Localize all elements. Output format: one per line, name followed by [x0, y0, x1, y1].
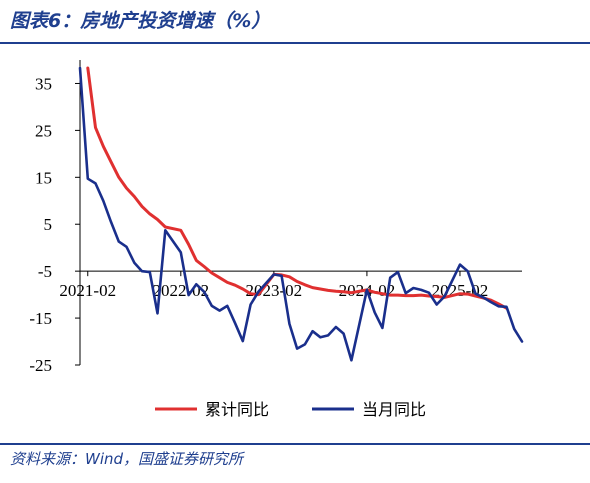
- series-line-monthly: [78, 66, 524, 362]
- y-tick-label: -5: [38, 262, 52, 281]
- footer-divider: [0, 443, 590, 445]
- y-tick-label: -15: [29, 309, 52, 328]
- y-tick-label: -25: [29, 356, 52, 375]
- y-tick-label: 25: [35, 121, 52, 140]
- figure-title: 图表6：房地产投资增速（%）: [10, 10, 271, 32]
- source-note: 资料来源：Wind，国盛证券研究所: [10, 450, 244, 468]
- x-tick-label: 2021-02: [59, 281, 116, 300]
- y-tick-label: 15: [35, 168, 52, 187]
- legend: 累计同比 当月同比: [155, 400, 426, 419]
- legend-label-monthly: 当月同比: [362, 400, 426, 419]
- y-tick-label: 35: [35, 74, 52, 93]
- legend-label-cumulative: 累计同比: [205, 400, 269, 419]
- x-tick-label: 2023-02: [246, 281, 303, 300]
- y-tick-label: 5: [44, 215, 53, 234]
- title-divider: [0, 42, 590, 44]
